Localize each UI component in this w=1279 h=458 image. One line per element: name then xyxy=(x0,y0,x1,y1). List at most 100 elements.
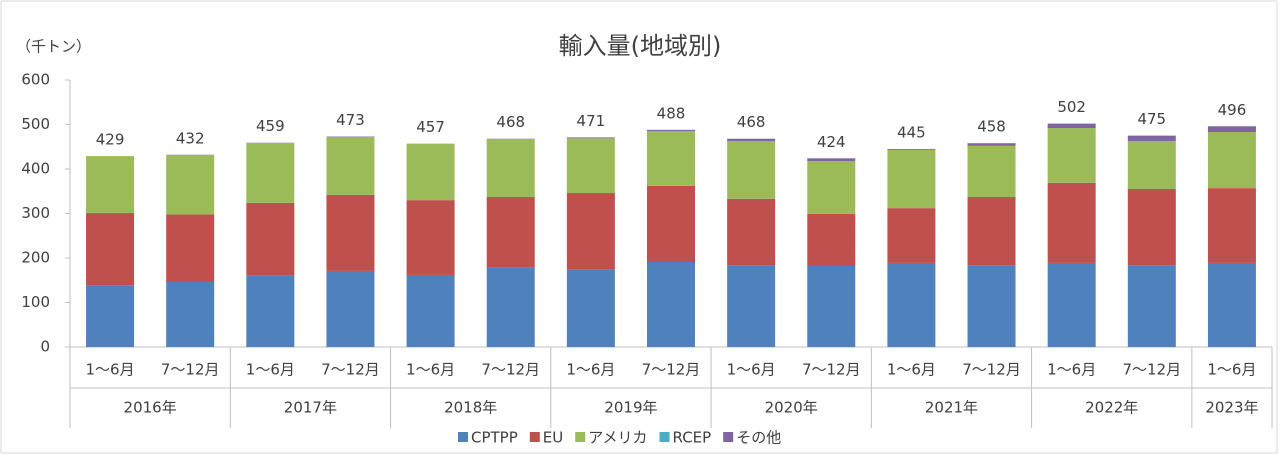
bar-segment xyxy=(727,139,775,141)
bar-segment xyxy=(1208,263,1256,347)
bar-segment xyxy=(968,143,1016,146)
bar-segment xyxy=(567,137,615,138)
bar-segment xyxy=(487,197,535,268)
bar-segment xyxy=(727,265,775,347)
total-label: 429 xyxy=(96,131,125,149)
bar-segment xyxy=(86,285,134,347)
x-tick-label: 1～6月 xyxy=(1047,361,1096,379)
bar-segment xyxy=(246,203,294,276)
bar-segment xyxy=(487,268,535,347)
y-tick-label: 400 xyxy=(21,160,50,178)
bar-segment xyxy=(567,138,615,193)
x-tick-label: 7～12月 xyxy=(642,361,701,379)
bar-segment xyxy=(647,131,695,186)
bar-segment xyxy=(1208,126,1256,132)
total-label: 457 xyxy=(416,118,445,136)
bar-segment xyxy=(326,271,374,347)
y-tick-label: 0 xyxy=(40,338,50,356)
bar-segment xyxy=(407,144,455,201)
bar-segment xyxy=(1128,265,1176,347)
bar-segment xyxy=(567,269,615,347)
bar-segment xyxy=(1128,136,1176,141)
x-tick-label: 7～12月 xyxy=(481,361,540,379)
chart-title: 輸入量(地域別) xyxy=(559,32,722,60)
legend-swatch xyxy=(723,432,733,442)
total-label: 496 xyxy=(1218,101,1247,119)
bar-segment xyxy=(968,197,1016,265)
x-tick-label: 1～6月 xyxy=(727,361,776,379)
bar-segment xyxy=(567,193,615,269)
bar-segment xyxy=(807,266,855,347)
total-label: 488 xyxy=(657,104,686,122)
legend-label: EU xyxy=(543,429,563,447)
x-tick-label: 1～6月 xyxy=(406,361,455,379)
total-label: 468 xyxy=(496,113,525,131)
bar-segment xyxy=(1208,188,1256,263)
y-tick-label: 200 xyxy=(21,249,50,267)
group-label: 2019年 xyxy=(604,399,657,417)
legend-swatch xyxy=(458,432,468,442)
x-tick-label: 1～6月 xyxy=(566,361,615,379)
bar-segment xyxy=(887,150,935,208)
bar-segment xyxy=(887,208,935,263)
total-label: 473 xyxy=(336,111,365,129)
bar-segment xyxy=(968,265,1016,347)
x-tick-label: 7～12月 xyxy=(321,361,380,379)
bar-segment xyxy=(1048,263,1096,347)
y-unit: （千トン） xyxy=(16,38,91,56)
legend-label: その他 xyxy=(736,429,781,447)
total-label: 459 xyxy=(256,117,285,135)
bar-segment xyxy=(86,213,134,285)
group-label: 2022年 xyxy=(1085,399,1138,417)
x-tick-label: 7～12月 xyxy=(802,361,861,379)
bar-segment xyxy=(647,262,695,347)
bar-segment xyxy=(1048,183,1096,263)
bar-segment xyxy=(727,141,775,199)
legend-label: CPTPP xyxy=(471,429,518,447)
bar-segment xyxy=(326,195,374,271)
x-tick-label: 1～6月 xyxy=(887,361,936,379)
group-label: 2023年 xyxy=(1205,399,1258,417)
bar-segment xyxy=(326,137,374,195)
bar-segment xyxy=(1128,141,1176,189)
group-label: 2016年 xyxy=(124,399,177,417)
bar-segment xyxy=(807,158,855,161)
y-tick-label: 100 xyxy=(21,293,50,311)
bar-segment xyxy=(807,161,855,214)
bar-segment xyxy=(727,199,775,265)
bar-segment xyxy=(887,263,935,347)
bar-segment xyxy=(166,214,214,282)
total-label: 475 xyxy=(1137,110,1166,128)
bar-segment xyxy=(887,149,935,150)
bar-segment xyxy=(166,155,214,214)
bar-segment xyxy=(86,156,134,213)
legend-swatch xyxy=(575,432,585,442)
bar-segment xyxy=(246,143,294,203)
legend-swatch xyxy=(530,432,540,442)
bar-segment xyxy=(647,186,695,262)
x-tick-label: 7～12月 xyxy=(1122,361,1181,379)
total-label: 424 xyxy=(817,133,846,151)
bar-segment xyxy=(968,146,1016,197)
bar-segment xyxy=(166,282,214,347)
total-label: 471 xyxy=(577,112,606,130)
bar-segment xyxy=(487,139,535,197)
y-tick-label: 500 xyxy=(21,115,50,133)
bar-segment xyxy=(647,130,695,131)
group-label: 2021年 xyxy=(925,399,978,417)
bar-segment xyxy=(1048,124,1096,128)
total-label: 468 xyxy=(737,113,766,131)
legend-label: アメリカ xyxy=(588,429,647,447)
bar-segment xyxy=(1128,189,1176,265)
bar-segment xyxy=(1208,132,1256,188)
x-tick-label: 1～6月 xyxy=(246,361,295,379)
legend-label: RCEP xyxy=(673,429,712,447)
total-label: 458 xyxy=(977,118,1006,136)
bar-segment xyxy=(407,200,455,275)
x-tick-label: 1～6月 xyxy=(1207,361,1256,379)
group-label: 2018年 xyxy=(444,399,497,417)
group-label: 2017年 xyxy=(284,399,337,417)
total-label: 432 xyxy=(176,129,205,147)
x-tick-label: 7～12月 xyxy=(161,361,220,379)
